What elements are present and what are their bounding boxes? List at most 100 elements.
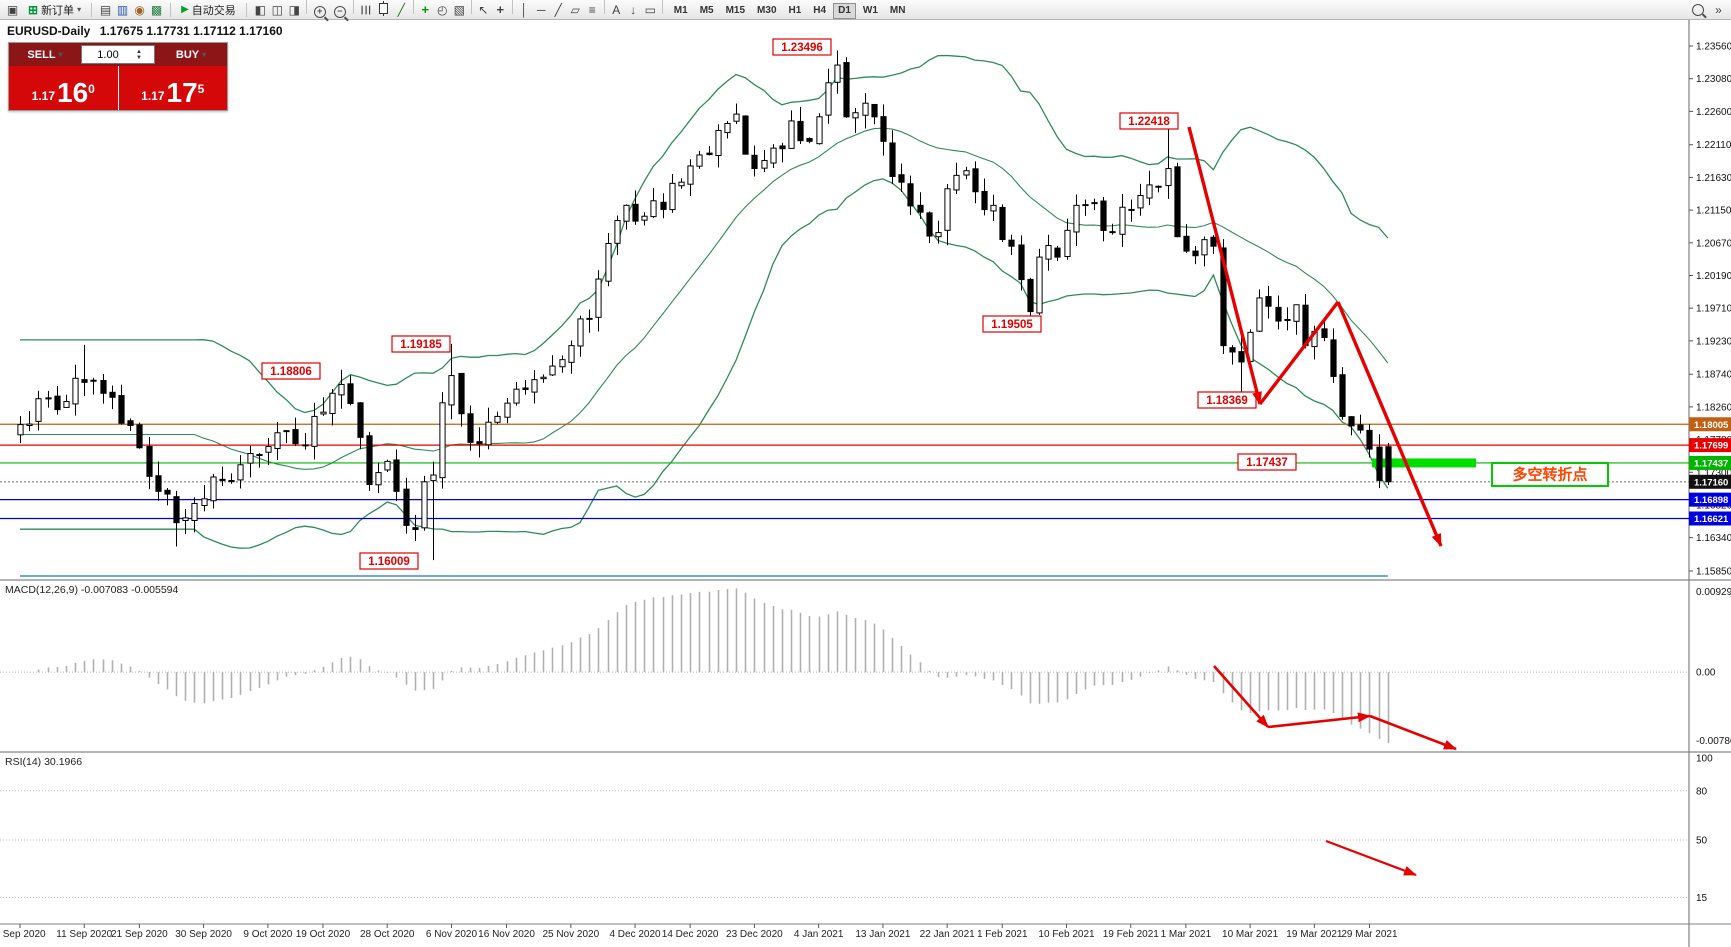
- toolbar-separator: [603, 0, 605, 14]
- trend-arrow[interactable]: [1187, 126, 1262, 405]
- text-label-icon[interactable]: A: [612, 3, 621, 17]
- trend-arrow[interactable]: [1258, 300, 1340, 406]
- svg-text:30 Sep 2020: 30 Sep 2020: [175, 929, 232, 940]
- price-flag-1.19505[interactable]: [982, 315, 1042, 333]
- price-flag-1.23496[interactable]: [772, 38, 832, 56]
- periods-icon[interactable]: ◴: [437, 3, 448, 17]
- fibonacci-icon[interactable]: ≡: [588, 3, 596, 17]
- symbol-period-label: EURUSD-Daily: [7, 24, 91, 38]
- line-chart-icon[interactable]: ╱: [397, 3, 405, 17]
- chart-frame: [0, 20, 1731, 947]
- sell-button[interactable]: 1.17 16 0: [9, 66, 118, 110]
- scripts-icon[interactable]: ▩: [150, 2, 163, 17]
- cascade-windows-icon[interactable]: ◧: [254, 3, 266, 17]
- macd-labels: MACD(12,26,9) -0.007083 -0.005594 0.00929…: [5, 584, 1731, 747]
- alerts-icon[interactable]: ◉: [134, 2, 145, 17]
- svg-text:多空转折点: 多空转折点: [1512, 466, 1587, 484]
- one-click-header: SELL ▾ ▲▼ BUY ▾: [9, 43, 227, 66]
- price-flag-1.18806[interactable]: [261, 362, 321, 380]
- macd-arrows[interactable]: [1213, 665, 1457, 751]
- volume-stepper[interactable]: ▲ ▼: [136, 48, 142, 61]
- price-flag-1.19185[interactable]: [391, 335, 451, 353]
- profiles-icon[interactable]: ▥: [116, 2, 129, 17]
- timeframe-d1-button[interactable]: D1: [833, 2, 856, 19]
- zoom-out-icon[interactable]: −: [333, 6, 346, 18]
- buy-button[interactable]: 1.17 17 5: [118, 66, 227, 110]
- price-flag-1.17437[interactable]: [1237, 453, 1297, 471]
- trend-arrow[interactable]: [1213, 665, 1269, 728]
- vertical-line-icon[interactable]: │: [520, 3, 529, 17]
- svg-text:1.22110: 1.22110: [1696, 140, 1731, 151]
- quick-nav-icon[interactable]: »: [1715, 2, 1722, 17]
- horizontal-lines[interactable]: [0, 423, 1689, 520]
- timeframe-w1-button[interactable]: W1: [858, 3, 883, 19]
- templates-icon[interactable]: ▧: [453, 3, 465, 17]
- horizontal-line-icon[interactable]: ─: [537, 3, 546, 17]
- svg-text:19 Mar 2021: 19 Mar 2021: [1286, 929, 1343, 940]
- timeframe-m15-button[interactable]: M15: [721, 3, 750, 19]
- candlestick-chart-icon[interactable]: [378, 1, 388, 16]
- toolbar-separator: [412, 0, 414, 14]
- bar-chart-icon[interactable]: ☰: [358, 4, 373, 16]
- turning-point-annotation[interactable]: 多空转折点: [1491, 462, 1609, 487]
- trend-arrow[interactable]: [1325, 839, 1417, 877]
- svg-text:1.17300: 1.17300: [1696, 468, 1731, 479]
- timeframe-mn-button[interactable]: MN: [885, 3, 911, 19]
- svg-text:13 Jan 2021: 13 Jan 2021: [855, 929, 910, 940]
- trend-arrow[interactable]: [1369, 714, 1457, 751]
- cursor-icon[interactable]: ↖: [478, 3, 489, 17]
- svg-text:29 Mar 2021: 29 Mar 2021: [1341, 929, 1398, 940]
- timeframe-m1-button[interactable]: M1: [669, 3, 693, 19]
- toolbar-separator: [245, 2, 247, 17]
- volume-input[interactable]: [82, 48, 134, 61]
- charts-icon[interactable]: ▤: [99, 2, 112, 17]
- price-flag-1.16009[interactable]: [359, 552, 419, 570]
- svg-text:4 Jan 2021: 4 Jan 2021: [794, 929, 844, 940]
- timeframe-h1-button[interactable]: H1: [784, 3, 807, 19]
- svg-text:1.23496: 1.23496: [781, 42, 823, 54]
- price-flag-1.22418[interactable]: [1119, 112, 1179, 130]
- support-zone-rect[interactable]: [1372, 458, 1476, 468]
- shapes-icon[interactable]: ▭: [644, 3, 656, 17]
- svg-text:1.18806: 1.18806: [270, 366, 312, 378]
- indicators-icon[interactable]: +: [421, 2, 430, 17]
- svg-text:11 Sep 2020: 11 Sep 2020: [56, 929, 112, 940]
- search-icon[interactable]: [1692, 3, 1704, 16]
- toolbar-separator: [91, 2, 93, 17]
- new-order-button[interactable]: ⊞ 新订单 ▾: [23, 1, 86, 18]
- zoom-in-icon[interactable]: +: [313, 6, 326, 18]
- arrange-windows-icon[interactable]: ◨: [288, 3, 300, 17]
- svg-text:14 Dec 2020: 14 Dec 2020: [662, 929, 719, 940]
- trend-arrow[interactable]: [1336, 301, 1443, 547]
- sell-price-big: 16: [57, 77, 89, 108]
- svg-text:1.18005: 1.18005: [1694, 420, 1729, 431]
- svg-text:1.21630: 1.21630: [1696, 173, 1731, 184]
- timeframe-h4-button[interactable]: H4: [808, 3, 831, 19]
- svg-text:1.17160: 1.17160: [1694, 477, 1728, 488]
- chevron-down-icon: ▾: [202, 50, 207, 59]
- window-icon[interactable]: ▣: [6, 2, 19, 17]
- main-trend-arrows[interactable]: [1187, 126, 1443, 547]
- svg-text:1.20670: 1.20670: [1696, 238, 1731, 249]
- svg-text:2 Sep 2020: 2 Sep 2020: [0, 929, 46, 940]
- svg-text:4 Dec 2020: 4 Dec 2020: [609, 929, 661, 940]
- trend-arrow[interactable]: [1267, 712, 1371, 729]
- price-line-tags: 1.18005 1.17699 1.17437 1.17160 1.16898 1.166…: [1689, 417, 1731, 526]
- toolbar: ▣ ⊞ 新订单 ▾ ▤ ▥ ◉ ▩ ▶ 自动交易 ◧ ◫ ◨ + − ☰ ╱ + ◴ ▧ ↖ + │ ─ ╱ ▱ ≡ A…: [0, 0, 1731, 20]
- rsi-arrows[interactable]: [1325, 839, 1417, 877]
- svg-text:1 Feb 2021: 1 Feb 2021: [977, 929, 1028, 940]
- arrows-tool-icon[interactable]: ↓: [630, 3, 637, 17]
- timeframe-m30-button[interactable]: M30: [752, 3, 781, 19]
- autotrading-button[interactable]: ▶ 自动交易: [176, 1, 241, 18]
- trendline-icon[interactable]: ╱: [554, 3, 562, 17]
- tile-windows-icon[interactable]: ◫: [271, 3, 283, 17]
- crosshair-icon[interactable]: +: [496, 2, 505, 17]
- equidistant-channel-icon[interactable]: ▱: [570, 3, 580, 17]
- svg-text:10 Feb 2021: 10 Feb 2021: [1038, 929, 1095, 940]
- sell-price-pip: 0: [88, 82, 95, 96]
- timeframe-m5-button[interactable]: M5: [695, 3, 719, 19]
- price-flags[interactable]: 1.23496 1.22418 1.19185 1.18806 1.19505 1.183…: [261, 38, 1297, 570]
- svg-text:19 Feb 2021: 19 Feb 2021: [1103, 929, 1160, 940]
- svg-text:1.18369: 1.18369: [1206, 395, 1248, 407]
